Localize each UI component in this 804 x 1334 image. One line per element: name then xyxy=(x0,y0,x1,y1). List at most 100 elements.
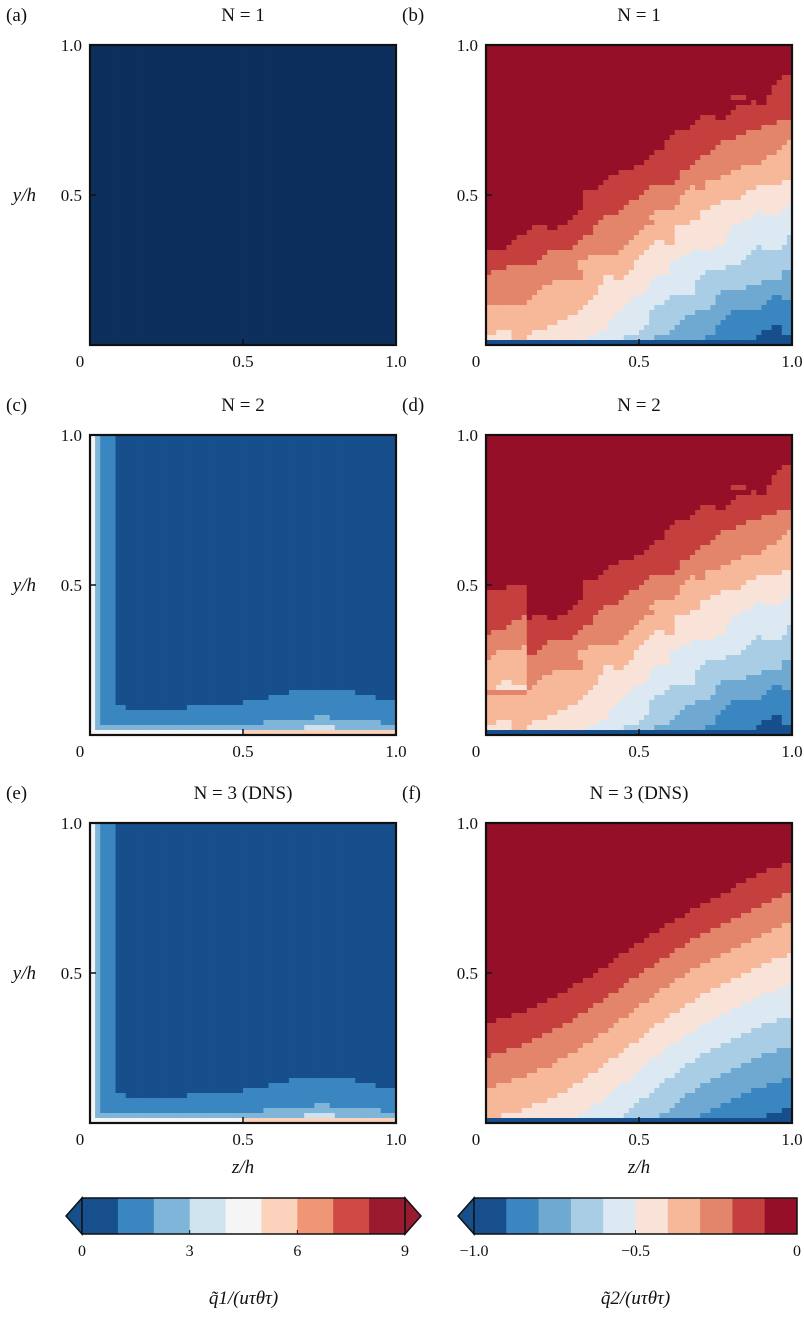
heat-cell xyxy=(501,45,507,51)
heat-cell xyxy=(598,100,604,106)
heat-cell xyxy=(526,180,533,186)
heat-cell xyxy=(345,235,351,241)
heat-cell xyxy=(227,85,234,91)
heat-cell xyxy=(237,290,244,296)
heat-cell xyxy=(237,330,244,336)
heat-cell xyxy=(531,120,538,126)
heat-cell xyxy=(324,240,331,246)
heat-cell xyxy=(496,165,502,171)
heat-cell xyxy=(531,160,538,166)
heat-cell xyxy=(506,280,513,286)
heat-cell xyxy=(95,335,101,341)
heat-cell xyxy=(222,65,229,71)
heat-cell xyxy=(141,60,147,66)
heat-cell xyxy=(141,225,147,231)
heat-cell xyxy=(552,205,558,211)
heat-cell xyxy=(309,335,315,341)
heat-cell xyxy=(385,115,392,121)
heat-cell xyxy=(350,305,356,311)
heat-cell xyxy=(370,115,377,121)
heat-cell xyxy=(90,60,96,66)
heat-cell xyxy=(217,330,224,336)
heat-cell xyxy=(542,195,548,201)
heat-cell xyxy=(212,120,219,126)
heat-cell xyxy=(90,110,96,116)
heat-cell xyxy=(547,245,553,251)
heat-cell xyxy=(542,170,548,176)
heat-cell xyxy=(125,265,132,271)
heat-cell xyxy=(243,185,249,191)
heat-cell xyxy=(577,335,584,341)
heat-cell xyxy=(95,210,101,216)
heat-cell xyxy=(355,210,361,216)
heat-cell xyxy=(222,105,229,111)
heat-cell xyxy=(176,185,183,191)
heat-cell xyxy=(511,200,518,206)
heat-cell xyxy=(339,210,346,216)
heat-cell xyxy=(593,95,599,101)
heat-cell xyxy=(491,220,497,226)
heat-cell xyxy=(339,110,346,116)
heat-cell xyxy=(197,195,203,201)
heat-cell xyxy=(365,215,372,221)
heat-cell xyxy=(567,215,574,221)
heat-cell xyxy=(557,155,564,161)
heat-cell xyxy=(572,70,579,76)
heat-cell xyxy=(385,210,392,216)
heat-cell xyxy=(176,210,183,216)
heat-cell xyxy=(496,245,502,251)
heat-cell xyxy=(141,180,147,186)
heat-cell xyxy=(329,145,336,151)
heat-cell xyxy=(151,335,157,341)
heat-cell xyxy=(217,255,224,261)
heat-cell xyxy=(375,290,382,296)
heat-cell xyxy=(120,275,127,281)
heat-cell xyxy=(329,210,336,216)
heat-cell xyxy=(360,215,366,221)
heat-cell xyxy=(95,330,101,336)
heat-cell xyxy=(197,145,203,151)
heat-cell xyxy=(334,130,341,136)
heat-cell xyxy=(355,225,361,231)
heat-cell xyxy=(171,45,178,51)
heat-cell xyxy=(156,60,162,66)
heat-cell xyxy=(593,335,599,341)
heat-cell xyxy=(283,215,290,221)
heat-cell xyxy=(385,105,392,111)
heat-cell xyxy=(141,215,147,221)
heat-cell xyxy=(181,240,188,246)
heat-cell xyxy=(577,205,584,211)
heat-cell xyxy=(253,50,259,56)
heat-cell xyxy=(176,330,183,336)
heat-cell xyxy=(567,145,574,151)
heat-cell xyxy=(547,55,553,61)
heat-cell xyxy=(309,240,315,246)
heat-cell xyxy=(567,155,574,161)
heat-cell xyxy=(258,185,264,191)
heat-cell xyxy=(567,115,574,121)
heat-cell xyxy=(171,230,178,236)
heat-cell xyxy=(299,200,305,206)
heat-cell xyxy=(202,150,208,156)
heat-cell xyxy=(577,305,584,311)
heat-cell xyxy=(299,120,305,126)
heat-cell xyxy=(350,145,356,151)
heat-cell xyxy=(593,190,599,196)
heat-cell xyxy=(598,110,604,116)
heat-cell xyxy=(531,245,538,251)
heat-cell xyxy=(100,155,106,161)
heat-cell xyxy=(588,300,594,306)
heat-cell xyxy=(186,70,193,76)
heat-cell xyxy=(248,330,254,336)
heat-cell xyxy=(496,200,502,206)
heat-cell xyxy=(130,130,137,136)
heat-cell xyxy=(115,190,122,196)
heat-cell xyxy=(141,250,147,256)
heat-cell xyxy=(227,310,234,316)
heat-cell xyxy=(345,275,351,281)
heat-cell xyxy=(334,50,341,56)
heat-cell xyxy=(263,260,270,266)
heat-cell xyxy=(268,215,275,221)
heat-cell xyxy=(110,195,117,201)
heat-cell xyxy=(552,175,558,181)
